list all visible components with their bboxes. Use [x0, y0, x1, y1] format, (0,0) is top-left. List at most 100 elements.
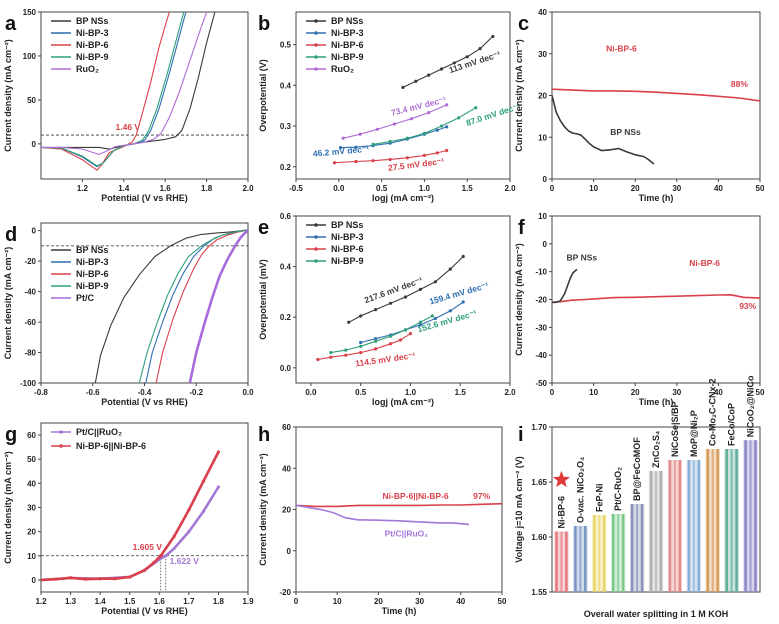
series-group: [316, 254, 465, 362]
series-line-ni-bp-6: [41, 12, 170, 171]
bar-stripe: [602, 515, 606, 592]
y-tick-label: 0.2: [280, 313, 292, 322]
annotation: Ni-BP-6: [606, 44, 637, 54]
y-tick-label: 20: [538, 92, 547, 101]
series-line-bp-nss: [94, 229, 248, 383]
bar-label: FeCo/CoP: [727, 403, 737, 446]
data-point: [401, 85, 405, 89]
y-tick-label: -60: [24, 318, 36, 327]
y-tick-label: -30: [535, 323, 547, 332]
bar-stripe: [735, 449, 738, 592]
x-tick-label: 0.0: [305, 388, 317, 397]
y-axis-label: Current density (mA cm⁻²): [3, 451, 13, 563]
data-point: [359, 344, 363, 348]
data-point: [403, 328, 408, 332]
x-tick-label: 1.6: [160, 184, 172, 193]
y-tick-label: 60: [282, 423, 291, 432]
data-point: [329, 351, 333, 355]
data-point: [164, 554, 168, 558]
data-point: [388, 301, 393, 305]
y-axis-label: Current density (mA cm⁻²): [514, 39, 524, 151]
annotation: 1.605 V: [133, 542, 163, 552]
legend-label: Ni-BP-9: [331, 256, 364, 266]
x-tick-label: -0.6: [86, 388, 100, 397]
bar-stripe: [655, 471, 657, 592]
x-axis-label: Potential (V vs RHE): [101, 606, 188, 616]
bar-stripe: [636, 504, 639, 592]
bar: FeP-Ni: [592, 483, 607, 592]
data-point: [329, 355, 333, 359]
star-icon: [552, 470, 570, 488]
x-tick-label: -0.8: [34, 388, 48, 397]
x-tick-label: 0.5: [355, 388, 367, 397]
x-tick-label: 0: [550, 388, 555, 397]
panel-b: b 0.2 0.3 0.4 0.5 -0.5 0.0 0.5 1.0 1.5 2.0 logj (mA…: [258, 11, 522, 203]
x-tick-label: 1.2: [77, 184, 89, 193]
legend-label: BP NSs: [76, 245, 108, 255]
series-line-ni-bp-6: [552, 294, 760, 304]
legend-marker: [314, 235, 318, 239]
bar-label: NiCoO₂@NiCo: [746, 375, 756, 437]
y-tick-label: 20: [27, 528, 36, 537]
y-tick-label: 30: [27, 504, 36, 513]
y-tick-label: -20: [535, 296, 547, 305]
series-line-bp-nss: [552, 268, 578, 304]
legend-marker: [314, 259, 318, 263]
data-point: [344, 348, 348, 352]
y-tick-label: 0.2: [280, 163, 292, 172]
bar-stripe: [555, 531, 558, 592]
x-tick-label: 50: [756, 388, 765, 397]
legend-label: Pt/C: [76, 293, 95, 303]
y-tick-label: 0.4: [280, 263, 292, 272]
data-point: [216, 485, 221, 489]
series-line-ni-bp-6-ni-bp-6: [296, 502, 502, 508]
y-tick-label: 10: [27, 552, 36, 561]
legend-label: Ni-BP-3: [76, 28, 109, 38]
x-tick-label: 0: [550, 184, 555, 193]
x-tick-label: 20: [374, 597, 383, 606]
series-line-ni-bp-3: [340, 126, 447, 149]
bar-stripe: [584, 526, 587, 592]
legend-item: Ni-BP-6: [306, 244, 364, 254]
legend-label: Ni-BP-6: [76, 40, 109, 50]
y-tick-label: 1.65: [531, 478, 547, 487]
data-point: [113, 577, 117, 581]
data-point: [202, 479, 206, 483]
legend-marker: [314, 67, 318, 71]
x-tick-label: 1.4: [118, 184, 130, 193]
data-point: [427, 73, 431, 77]
bar-stripe: [617, 513, 620, 592]
legend-item: RuO₂: [306, 64, 354, 74]
y-tick-label: 20: [282, 506, 291, 515]
legend-item: BP NSs: [306, 16, 363, 26]
panel-label: i: [518, 424, 524, 446]
legend-item: Pt/C||RuO₂: [51, 427, 122, 437]
annotation: 159.4 mV dec⁻¹: [428, 280, 490, 307]
legend-item: RuO₂: [51, 64, 99, 74]
data-point: [316, 357, 320, 362]
data-point: [354, 145, 358, 149]
legend-item: Ni-BP-6||Ni-BP-6: [51, 441, 146, 451]
y-axis-label: Overpotential (V): [258, 59, 268, 132]
data-point: [128, 575, 132, 579]
y-tick-label: 100: [23, 52, 37, 61]
data-point: [388, 157, 392, 162]
legend-label: Ni-BP-3: [76, 257, 109, 267]
data-point: [474, 106, 478, 110]
panel-label: h: [258, 424, 270, 446]
x-tick-label: 1.2: [35, 597, 47, 606]
data-point: [457, 116, 461, 120]
bar-label: BP@FeCoMOF: [632, 437, 642, 501]
x-tick-label: 1.9: [242, 597, 254, 606]
series-line-ni-bp-6-ni-bp-6: [41, 451, 220, 582]
y-tick-label: -20: [24, 257, 36, 266]
y-tick-label: -100: [20, 379, 37, 388]
series-line-ni-bp-6: [317, 333, 411, 361]
panel-label: d: [5, 224, 17, 246]
x-tick-label: 0.0: [333, 184, 345, 193]
data-point: [187, 530, 191, 534]
annotation: Ni-BP-6: [689, 258, 720, 268]
panel-d: d -100 -80 -60 -40 -20 0 -0.8 -0.6 -0.4 -0.2 0.0 Pot…: [3, 222, 254, 407]
series-group: [552, 268, 760, 304]
